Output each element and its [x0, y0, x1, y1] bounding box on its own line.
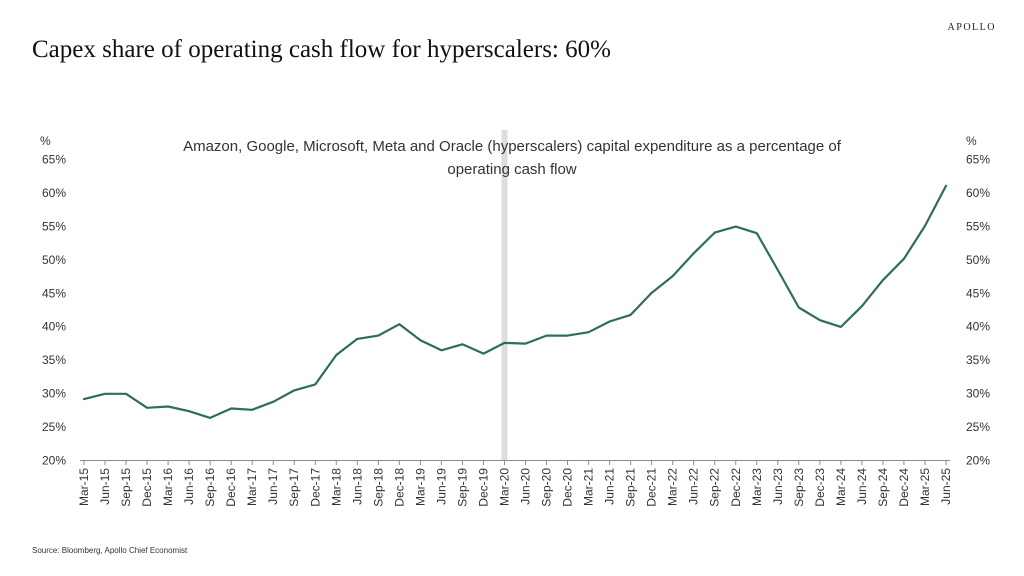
- y-tick-label-left: 40%: [42, 320, 66, 334]
- y-axis-unit-right: %: [966, 134, 977, 148]
- y-tick-label-left: 30%: [42, 387, 66, 401]
- x-tick-label: Jun-19: [434, 468, 448, 505]
- x-tick-label: Sep-18: [371, 468, 385, 507]
- x-tick-label: Dec-17: [308, 468, 322, 507]
- y-tick-label-right: 35%: [966, 353, 990, 367]
- shaded-period-band: [501, 130, 508, 460]
- x-tick-label: Jun-18: [350, 468, 364, 505]
- x-tick-label: Dec-24: [897, 468, 911, 507]
- x-tick-label: Mar-23: [750, 468, 764, 506]
- x-tick-label: Mar-24: [834, 468, 848, 506]
- x-tick-label: Mar-18: [329, 468, 343, 506]
- y-tick-label-left: 25%: [42, 420, 66, 434]
- x-tick-label: Sep-17: [287, 468, 301, 507]
- y-tick-label-right: 40%: [966, 320, 990, 334]
- x-tick-label: Jun-17: [266, 468, 280, 505]
- x-tick-label: Dec-16: [224, 468, 238, 507]
- x-tick-label: Mar-19: [413, 468, 427, 506]
- x-tick-label: Jun-25: [939, 468, 953, 505]
- y-tick-label-right: 20%: [966, 454, 990, 468]
- x-tick-label: Jun-16: [182, 468, 196, 505]
- y-tick-label-right: 25%: [966, 420, 990, 434]
- x-tick-label: Dec-15: [140, 468, 154, 507]
- x-tick-label: Dec-19: [476, 468, 490, 507]
- brand-logo: APOLLO: [947, 22, 996, 33]
- x-tick-label: Dec-18: [392, 468, 406, 507]
- y-tick-label-left: 65%: [42, 153, 66, 167]
- x-tick-label: Dec-21: [645, 468, 659, 507]
- x-tick-label: Sep-23: [792, 468, 806, 507]
- y-tick-label-right: 60%: [966, 186, 990, 200]
- x-tick-label: Sep-20: [540, 468, 554, 507]
- y-tick-label-left: 60%: [42, 186, 66, 200]
- series-line-0: [82, 184, 948, 419]
- x-tick-label: Sep-15: [119, 468, 133, 507]
- y-tick-label-right: 30%: [966, 387, 990, 401]
- x-tick-label: Dec-20: [561, 468, 575, 507]
- chart-subtitle-line: operating cash flow: [447, 161, 576, 178]
- y-tick-label-left: 45%: [42, 286, 66, 300]
- x-tick-label: Sep-19: [455, 468, 469, 507]
- x-tick-label: Sep-21: [624, 468, 638, 507]
- y-tick-label-right: 55%: [966, 219, 990, 233]
- source-note: Source: Bloomberg, Apollo Chief Economis…: [32, 546, 188, 555]
- y-tick-label-right: 50%: [966, 253, 990, 267]
- chart-subtitle-line: Amazon, Google, Microsoft, Meta and Orac…: [183, 138, 842, 155]
- x-tick-label: Dec-22: [729, 468, 743, 507]
- y-axis-unit-left: %: [40, 134, 51, 148]
- y-tick-label-right: 45%: [966, 286, 990, 300]
- x-tick-label: Mar-16: [161, 468, 175, 506]
- y-tick-label-left: 55%: [42, 219, 66, 233]
- x-tick-label: Dec-23: [813, 468, 827, 507]
- page-title: Capex share of operating cash flow for h…: [32, 36, 611, 63]
- x-tick-label: Mar-21: [582, 468, 596, 506]
- x-tick-label: Mar-22: [666, 468, 680, 506]
- y-tick-label-right: 65%: [966, 153, 990, 167]
- x-tick-label: Jun-23: [771, 468, 785, 505]
- line-chart: Amazon, Google, Microsoft, Meta and Orac…: [40, 130, 990, 507]
- x-tick-label: Mar-20: [497, 468, 511, 506]
- x-tick-label: Jun-24: [855, 468, 869, 505]
- x-tick-label: Jun-20: [519, 468, 533, 505]
- y-tick-label-left: 20%: [42, 454, 66, 468]
- x-tick-label: Mar-17: [245, 468, 259, 506]
- x-tick-label: Sep-16: [203, 468, 217, 507]
- y-tick-label-left: 50%: [42, 253, 66, 267]
- x-tick-label: Jun-22: [687, 468, 701, 505]
- y-tick-label-left: 35%: [42, 353, 66, 367]
- x-tick-label: Mar-15: [77, 468, 91, 506]
- x-tick-label: Mar-25: [918, 468, 932, 506]
- x-tick-label: Jun-15: [98, 468, 112, 505]
- x-tick-label: Sep-24: [876, 468, 890, 507]
- x-tick-label: Jun-21: [603, 468, 617, 505]
- x-tick-label: Sep-22: [708, 468, 722, 507]
